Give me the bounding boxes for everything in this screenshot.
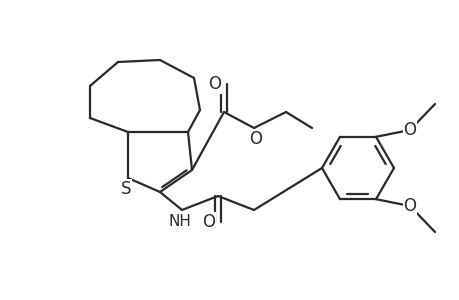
- Text: O: O: [403, 121, 415, 139]
- Text: S: S: [120, 180, 131, 198]
- Text: O: O: [208, 75, 221, 93]
- Text: NH: NH: [168, 214, 191, 230]
- Text: O: O: [249, 130, 262, 148]
- Text: O: O: [202, 213, 215, 231]
- Text: O: O: [403, 197, 415, 215]
